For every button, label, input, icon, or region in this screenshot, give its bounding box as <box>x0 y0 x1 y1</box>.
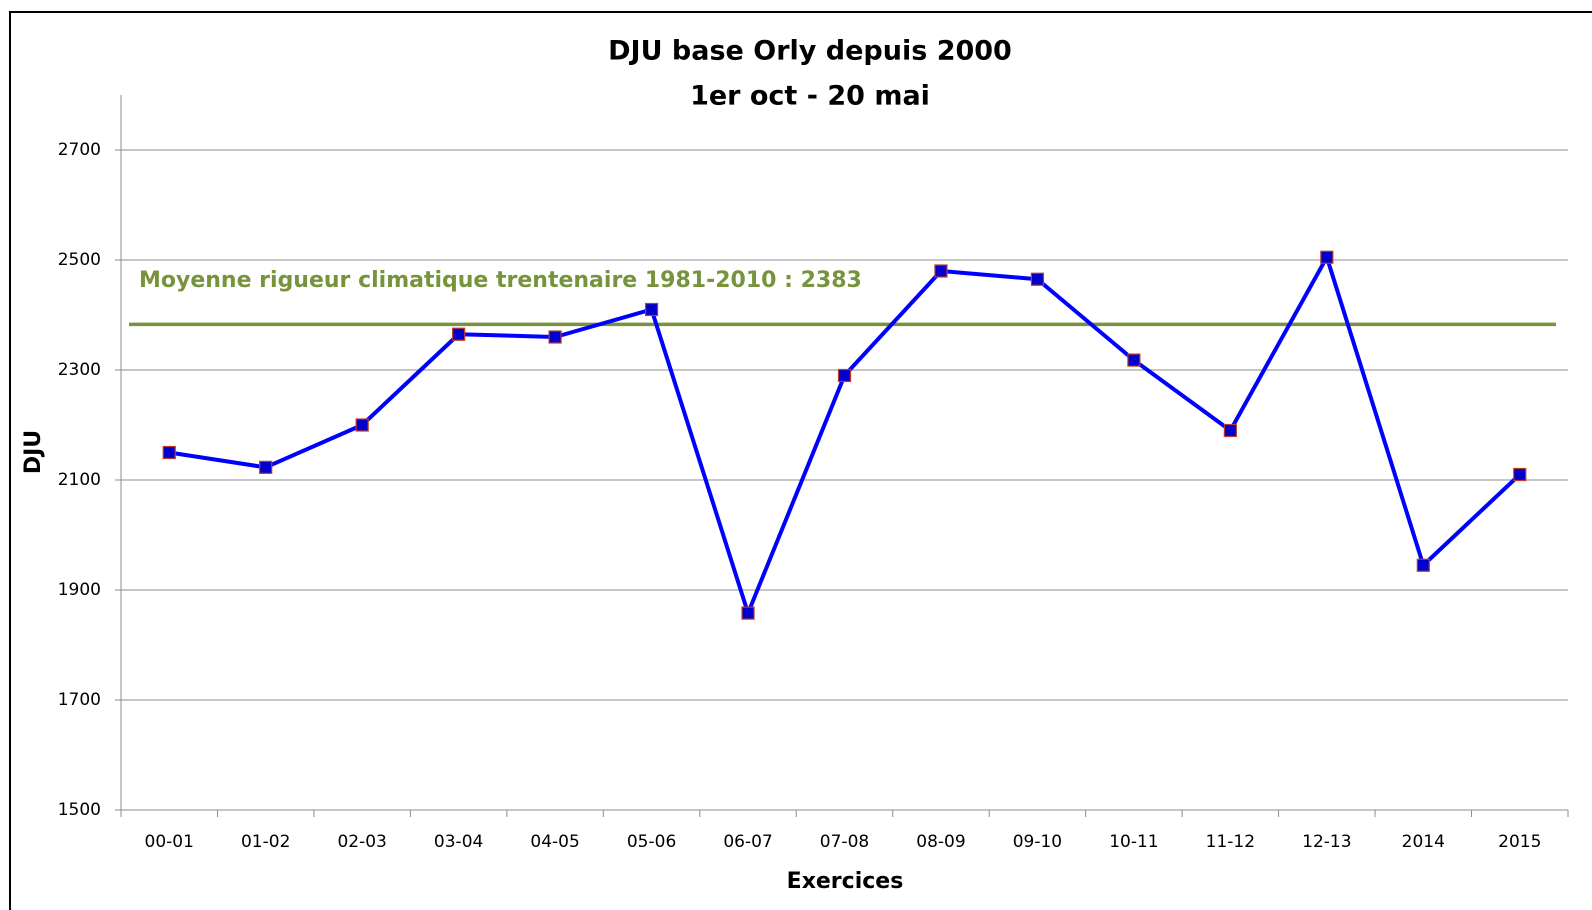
chart-title: DJU base Orly depuis 2000 <box>608 36 1012 67</box>
data-point <box>1127 353 1141 367</box>
y-tick-label: 2300 <box>58 360 101 380</box>
y-tick-label: 2100 <box>58 470 101 490</box>
y-axis-label: DJU <box>21 430 46 474</box>
x-tick-label: 06-07 <box>723 832 772 852</box>
data-point <box>644 302 659 317</box>
x-tick-label: 2015 <box>1498 832 1541 852</box>
x-tick-label: 02-03 <box>337 832 386 852</box>
x-tick-label: 03-04 <box>434 832 483 852</box>
y-tick-label: 2500 <box>58 250 101 270</box>
chart-frame <box>9 11 1592 910</box>
data-point <box>837 368 852 383</box>
reference-label: Moyenne rigueur climatique trentenaire 1… <box>139 268 862 293</box>
data-point <box>1223 423 1237 438</box>
data-point <box>259 460 273 474</box>
data-point <box>452 327 466 341</box>
x-tick-label: 09-10 <box>1013 832 1062 852</box>
data-point <box>1513 467 1527 482</box>
data-point <box>741 606 755 620</box>
x-tick-label: 10-11 <box>1109 832 1158 852</box>
x-tick-label: 12-13 <box>1302 832 1351 852</box>
x-tick-label: 05-06 <box>627 832 676 852</box>
data-point <box>355 418 369 432</box>
data-point <box>934 264 948 278</box>
y-tick-label: 2700 <box>58 140 101 160</box>
y-tick-label: 1700 <box>58 690 101 710</box>
x-tick-label: 01-02 <box>241 832 290 852</box>
chart-subtitle: 1er oct - 20 mai <box>690 81 930 112</box>
x-tick-label: 08-09 <box>916 832 965 852</box>
x-tick-label: 11-12 <box>1206 832 1255 852</box>
x-tick-label: 00-01 <box>145 832 194 852</box>
y-tick-label: 1500 <box>58 800 101 820</box>
y-tick-label: 1900 <box>58 580 101 600</box>
data-point <box>162 445 176 460</box>
data-point <box>548 330 562 344</box>
x-tick-label: 04-05 <box>530 832 579 852</box>
x-tick-label: 07-08 <box>820 832 869 852</box>
data-point <box>1030 272 1045 286</box>
data-point <box>1320 250 1334 264</box>
data-point <box>1416 558 1430 572</box>
x-tick-label: 2014 <box>1402 832 1445 852</box>
x-axis-label: Exercices <box>787 869 904 894</box>
